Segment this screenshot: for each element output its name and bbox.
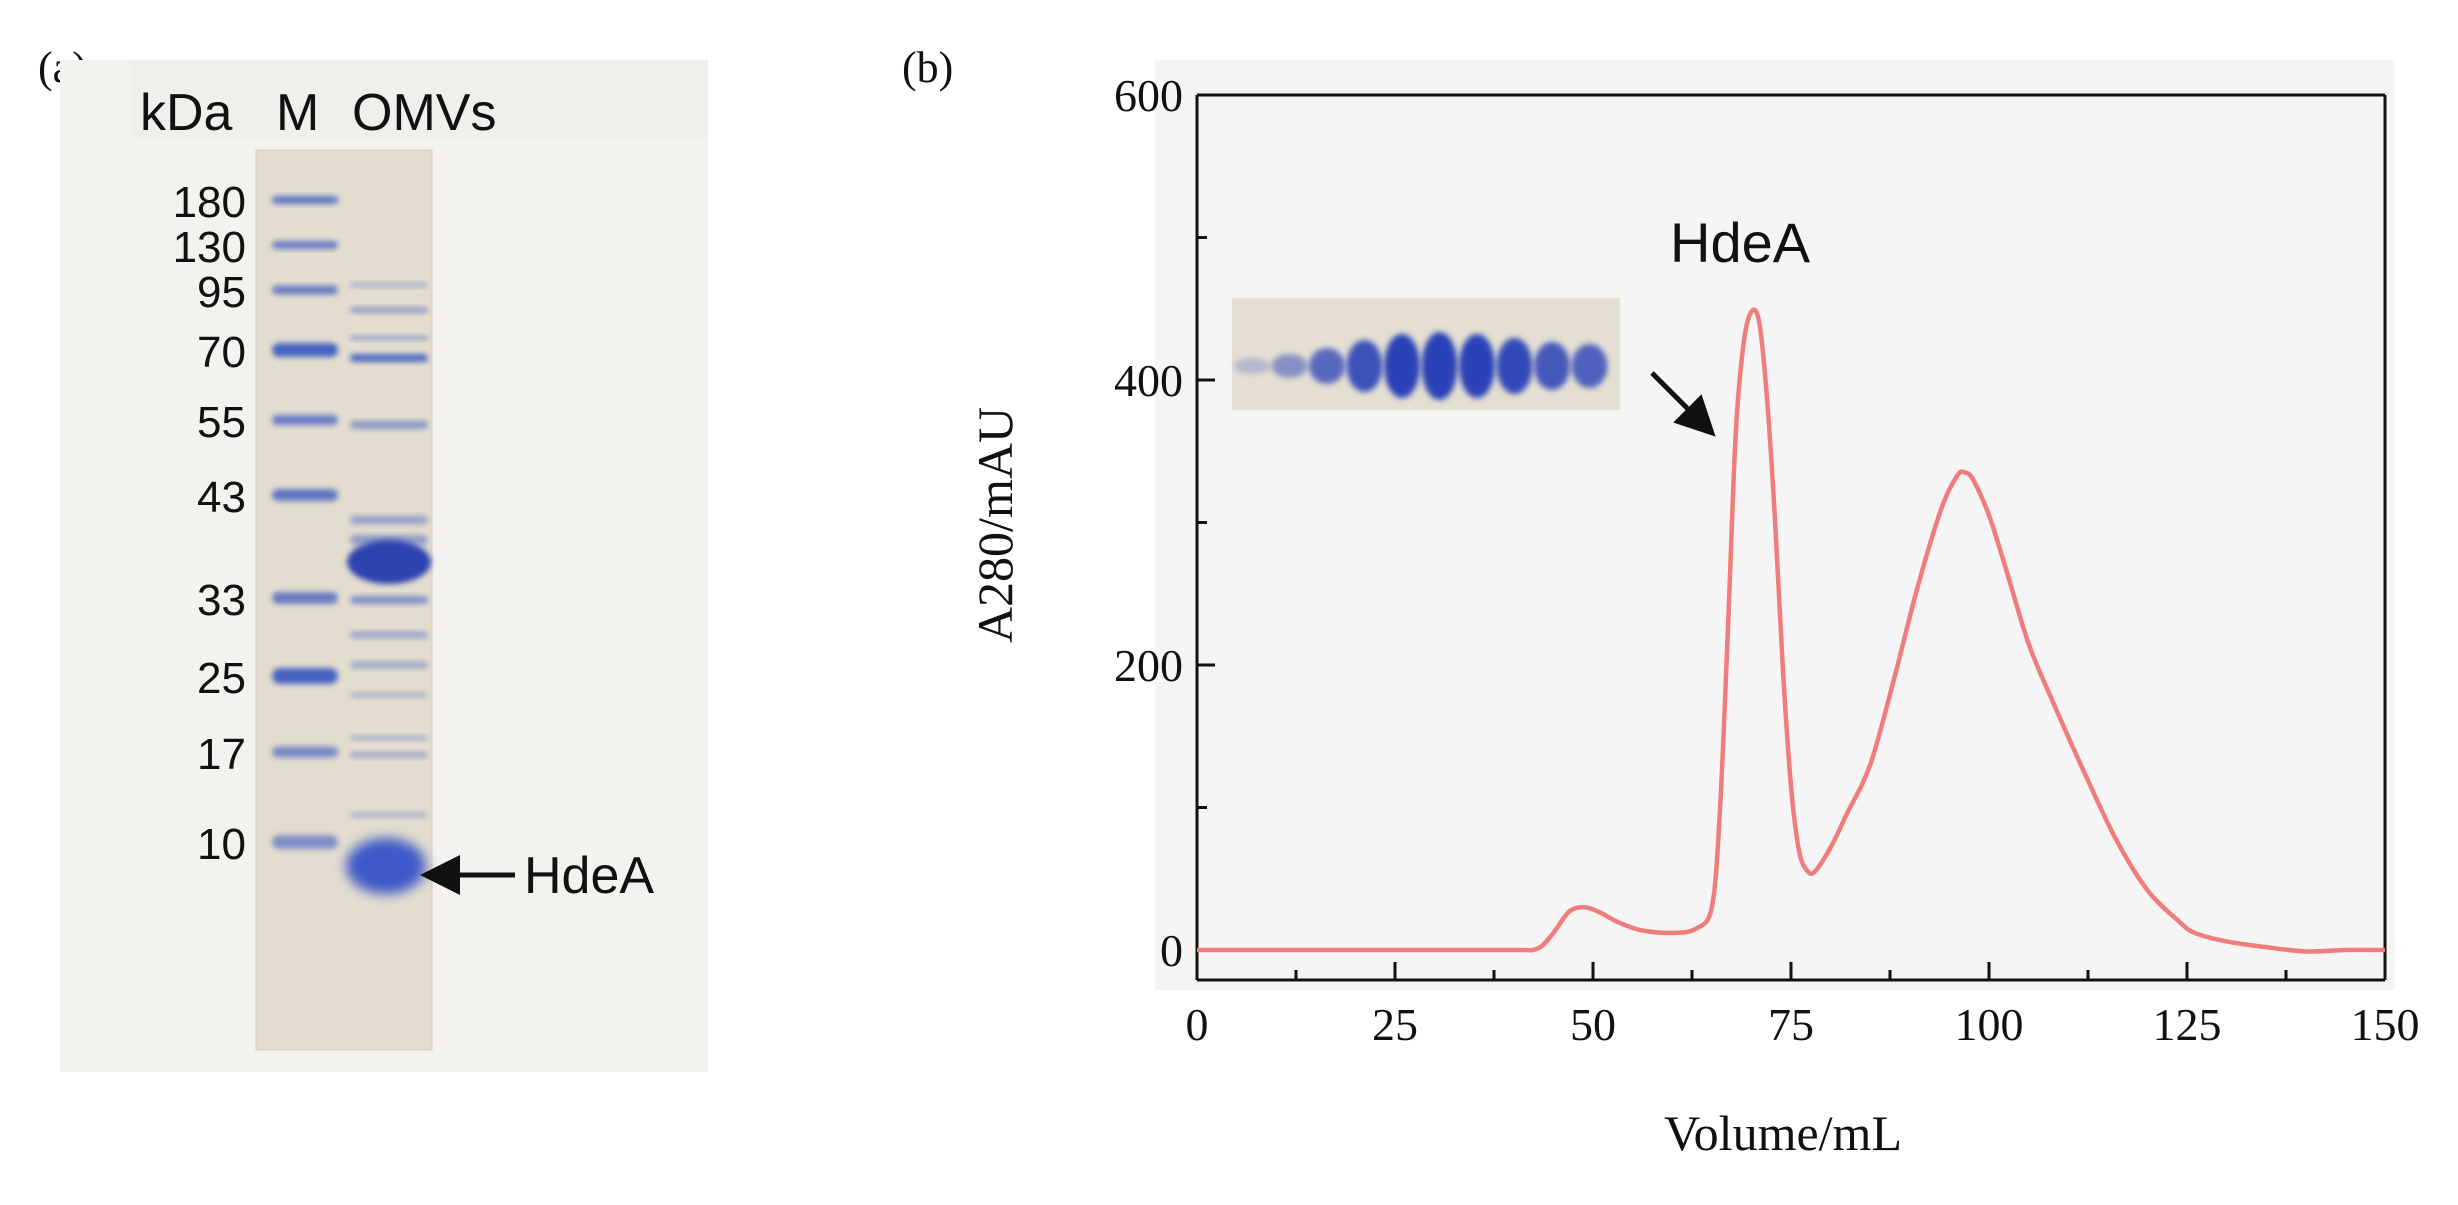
marker-band: [272, 746, 338, 758]
omvs-major-band: [347, 540, 431, 584]
y-tick-label: 600: [1114, 70, 1183, 121]
x-axis-label: Volume/mL: [1664, 1105, 1902, 1161]
marker-band: [272, 835, 338, 849]
omvs-band: [350, 335, 428, 341]
marker-size-label: 55: [197, 398, 246, 447]
inset-gel: [1232, 298, 1620, 410]
inset-gel-band: [1346, 340, 1383, 392]
omvs-band: [350, 752, 428, 758]
omvs-band: [350, 661, 428, 669]
x-tick-label: 100: [1955, 999, 2024, 1050]
omvs-band: [350, 735, 428, 741]
omvs-band: [350, 354, 428, 362]
x-tick-label: 150: [2351, 999, 2420, 1050]
inset-gel-band: [1421, 332, 1458, 400]
panel-b: (b) 0 25 50 75 100 125 150 0 200 400 600 Volume/m…: [902, 43, 2420, 1161]
gel-header-background: [130, 60, 708, 138]
marker-band: [272, 415, 338, 425]
omvs-lane-bands: [346, 282, 431, 894]
omvs-band: [350, 515, 428, 525]
omvs-band: [350, 812, 428, 818]
marker-band: [272, 241, 338, 249]
inset-gel-band: [1571, 344, 1608, 388]
inset-gel-band: [1271, 354, 1308, 378]
marker-band: [272, 196, 338, 204]
gel-marker-lane-label: M: [276, 84, 319, 142]
marker-size-label: 17: [197, 730, 246, 779]
marker-band: [272, 668, 338, 684]
y-axis-label: A280/mAU: [967, 407, 1023, 643]
y-tick-label: 0: [1160, 925, 1183, 976]
x-tick-label: 125: [2153, 999, 2222, 1050]
y-tick-label: 400: [1114, 355, 1183, 406]
marker-size-label: 95: [197, 268, 246, 317]
hdea-peak-label: HdeA: [1670, 211, 1811, 274]
marker-band: [272, 489, 338, 501]
inset-gel-bands: [1234, 332, 1608, 400]
hdea-band-annotation: HdeA: [524, 847, 654, 905]
y-axis-ticks: 0 200 400 600: [1114, 70, 1215, 976]
marker-size-label: 180: [173, 178, 246, 227]
omvs-band: [350, 596, 428, 604]
omvs-band: [350, 282, 428, 288]
x-tick-label: 75: [1768, 999, 1814, 1050]
x-tick-label: 0: [1186, 999, 1209, 1050]
marker-size-label: 43: [197, 473, 246, 522]
chromatogram-series-line: [1196, 307, 2386, 954]
panel-b-label: (b): [902, 43, 953, 92]
gel-sample-lane-label: OMVs: [352, 84, 496, 142]
marker-band: [272, 592, 338, 604]
marker-size-label: 10: [197, 820, 246, 869]
x-tick-label: 25: [1372, 999, 1418, 1050]
marker-lane-bands: [272, 196, 338, 849]
marker-band: [272, 343, 338, 357]
omvs-band: [350, 421, 428, 429]
hdea-band: [346, 838, 426, 894]
inset-gel-band: [1384, 334, 1420, 398]
peak-arrow-icon: [1650, 371, 1716, 437]
x-axis-ticks: 0 25 50 75 100 125 150: [1186, 962, 2420, 1050]
inset-gel-band: [1459, 334, 1495, 398]
x-tick-label: 50: [1570, 999, 1616, 1050]
inset-gel-band: [1534, 342, 1570, 390]
omvs-band: [350, 692, 428, 698]
omvs-band: [350, 307, 428, 313]
inset-gel-band: [1496, 338, 1533, 394]
omvs-band: [350, 631, 428, 639]
marker-band: [272, 285, 338, 295]
marker-size-label: 25: [197, 654, 246, 703]
inset-gel-band: [1309, 348, 1345, 384]
inset-gel-band: [1234, 358, 1270, 374]
gel-unit-label: kDa: [140, 84, 233, 142]
marker-size-label: 33: [197, 576, 246, 625]
marker-size-label: 130: [173, 223, 246, 272]
y-tick-label: 200: [1114, 640, 1183, 691]
gel-border: [255, 149, 433, 1051]
marker-size-label: 70: [197, 328, 246, 377]
